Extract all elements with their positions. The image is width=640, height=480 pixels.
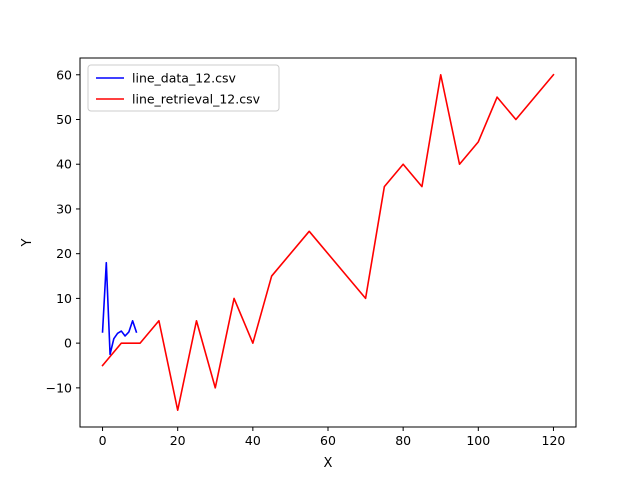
y-axis-ticks: −10 0 10 20 30 40 50 60 [46, 67, 80, 395]
y-tick-label: 0 [64, 336, 72, 351]
x-tick-label: 60 [320, 433, 336, 448]
x-axis-ticks: 0 20 40 60 80 100 120 [99, 427, 566, 448]
x-tick-label: 100 [466, 433, 490, 448]
series-line-0 [101, 261, 138, 356]
legend-box [87, 64, 280, 112]
x-tick-label: 40 [245, 433, 261, 448]
y-tick-label: 10 [56, 291, 72, 306]
legend: line_data_12.csv line_retrieval_12.csv [87, 64, 280, 112]
x-tick-label: 20 [170, 433, 186, 448]
y-tick-label: 50 [56, 112, 72, 127]
y-tick-label: 40 [56, 157, 72, 172]
plot-series [101, 73, 555, 412]
x-tick-label: 80 [395, 433, 411, 448]
y-tick-label: −10 [46, 380, 72, 395]
series-line-1 [101, 73, 555, 412]
x-axis-title: X [324, 456, 333, 471]
legend-label: line_data_12.csv [132, 71, 236, 86]
y-axis-title: Y [20, 238, 35, 247]
x-tick-label: 0 [99, 433, 107, 448]
y-tick-label: 60 [56, 67, 72, 82]
x-tick-label: 120 [542, 433, 566, 448]
legend-label: line_retrieval_12.csv [132, 92, 261, 107]
y-tick-label: 20 [56, 246, 72, 261]
y-tick-label: 30 [56, 201, 72, 216]
